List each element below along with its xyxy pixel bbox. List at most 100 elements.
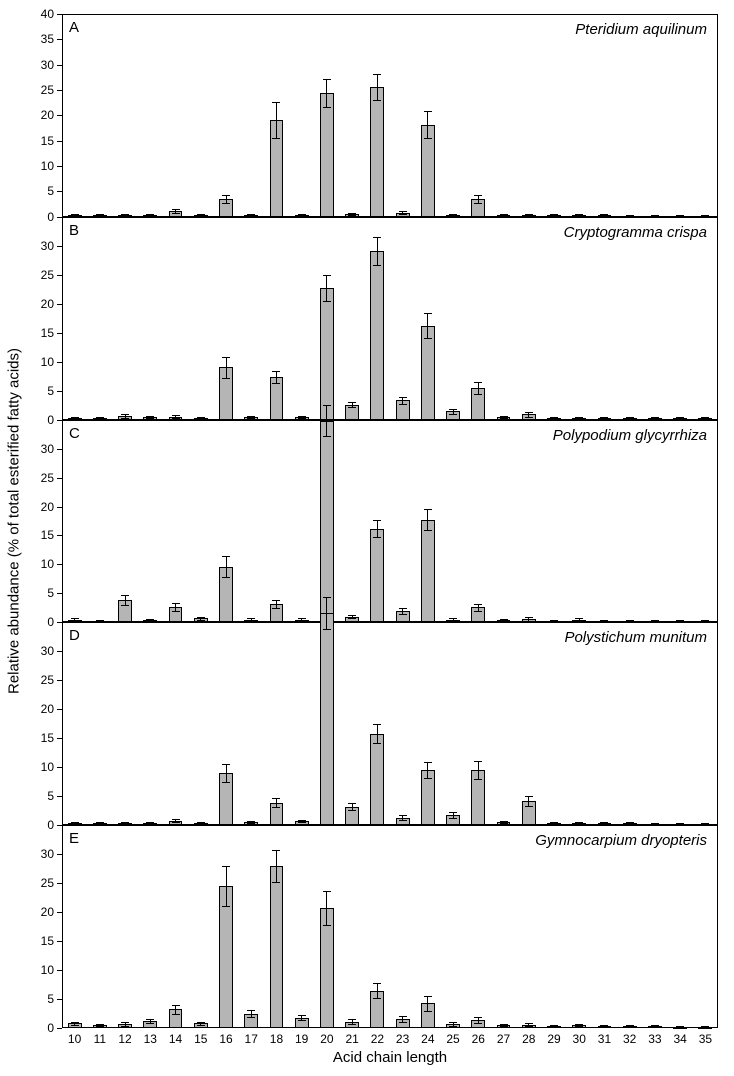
error-cap bbox=[348, 215, 356, 216]
error-cap bbox=[474, 611, 482, 612]
error-cap bbox=[525, 214, 533, 215]
y-tick-label: 10 bbox=[32, 159, 54, 173]
error-cap bbox=[701, 1028, 709, 1029]
error-cap bbox=[323, 79, 331, 80]
y-tick-label: 0 bbox=[32, 210, 54, 224]
y-axis-label: Relative abundance (% of total esterifie… bbox=[6, 348, 23, 694]
x-tick-label: 21 bbox=[345, 1032, 358, 1046]
x-tick-label: 17 bbox=[245, 1032, 258, 1046]
error-cap bbox=[701, 215, 709, 216]
error-bar bbox=[352, 803, 353, 810]
x-tick-label: 33 bbox=[648, 1032, 661, 1046]
error-bar bbox=[276, 798, 277, 807]
error-cap bbox=[701, 825, 709, 826]
y-tick bbox=[57, 90, 62, 91]
error-cap bbox=[323, 891, 331, 892]
error-cap bbox=[71, 419, 79, 420]
error-cap bbox=[399, 214, 407, 215]
error-cap bbox=[71, 216, 79, 217]
bar bbox=[370, 251, 384, 420]
y-tick bbox=[57, 304, 62, 305]
error-cap bbox=[373, 743, 381, 744]
error-cap bbox=[71, 618, 79, 619]
error-cap bbox=[323, 629, 331, 630]
error-cap bbox=[676, 823, 684, 824]
error-cap bbox=[449, 214, 457, 215]
error-cap bbox=[222, 195, 230, 196]
y-tick bbox=[57, 941, 62, 942]
error-cap bbox=[121, 214, 129, 215]
error-cap bbox=[272, 102, 280, 103]
error-cap bbox=[600, 822, 608, 823]
error-bar bbox=[478, 195, 479, 203]
error-cap bbox=[373, 998, 381, 999]
error-cap bbox=[651, 622, 659, 623]
error-cap bbox=[550, 214, 558, 215]
y-tick-label: 30 bbox=[32, 58, 54, 72]
error-cap bbox=[474, 195, 482, 196]
x-tick-label: 32 bbox=[623, 1032, 636, 1046]
error-cap bbox=[600, 622, 608, 623]
error-cap bbox=[146, 822, 154, 823]
y-tick bbox=[57, 391, 62, 392]
error-cap bbox=[146, 619, 154, 620]
error-cap bbox=[701, 420, 709, 421]
error-cap bbox=[626, 215, 634, 216]
error-cap bbox=[575, 822, 583, 823]
y-tick-label: 10 bbox=[32, 963, 54, 977]
error-cap bbox=[575, 214, 583, 215]
y-tick-label: 30 bbox=[32, 239, 54, 253]
error-cap bbox=[348, 213, 356, 214]
error-cap bbox=[222, 764, 230, 765]
error-cap bbox=[550, 1027, 558, 1028]
error-cap bbox=[121, 822, 129, 823]
error-cap bbox=[500, 821, 508, 822]
error-cap bbox=[676, 417, 684, 418]
bar bbox=[320, 288, 334, 420]
error-bar bbox=[326, 275, 327, 302]
error-cap bbox=[600, 214, 608, 215]
error-cap bbox=[222, 906, 230, 907]
error-cap bbox=[348, 407, 356, 408]
error-cap bbox=[96, 417, 104, 418]
x-tick-label: 18 bbox=[270, 1032, 283, 1046]
error-cap bbox=[424, 509, 432, 510]
error-cap bbox=[298, 214, 306, 215]
y-tick-label: 25 bbox=[32, 471, 54, 485]
error-cap bbox=[247, 823, 255, 824]
error-cap bbox=[348, 618, 356, 619]
error-cap bbox=[146, 1019, 154, 1020]
error-cap bbox=[500, 1024, 508, 1025]
y-tick-label: 20 bbox=[32, 500, 54, 514]
error-cap bbox=[272, 850, 280, 851]
error-cap bbox=[373, 265, 381, 266]
error-bar bbox=[226, 764, 227, 783]
y-tick-label: 5 bbox=[32, 384, 54, 398]
species-name: Gymnocarpium dryopteris bbox=[535, 832, 707, 849]
error-cap bbox=[121, 1026, 129, 1027]
y-tick bbox=[57, 825, 62, 826]
error-cap bbox=[96, 214, 104, 215]
error-cap bbox=[701, 622, 709, 623]
y-tick-label: 20 bbox=[32, 702, 54, 716]
error-cap bbox=[298, 1020, 306, 1021]
error-cap bbox=[701, 1026, 709, 1027]
error-cap bbox=[71, 822, 79, 823]
y-tick-label: 15 bbox=[32, 134, 54, 148]
error-cap bbox=[575, 216, 583, 217]
x-tick-label: 14 bbox=[169, 1032, 182, 1046]
error-cap bbox=[399, 614, 407, 615]
panel-letter: C bbox=[69, 425, 80, 442]
error-cap bbox=[399, 820, 407, 821]
error-cap bbox=[550, 824, 558, 825]
error-cap bbox=[247, 821, 255, 822]
bar bbox=[421, 326, 435, 420]
error-cap bbox=[500, 216, 508, 217]
error-cap bbox=[323, 405, 331, 406]
y-tick bbox=[57, 1028, 62, 1029]
error-cap bbox=[600, 1027, 608, 1028]
error-cap bbox=[348, 803, 356, 804]
error-cap bbox=[575, 1024, 583, 1025]
error-cap bbox=[272, 138, 280, 139]
panel-letter: A bbox=[69, 19, 79, 36]
